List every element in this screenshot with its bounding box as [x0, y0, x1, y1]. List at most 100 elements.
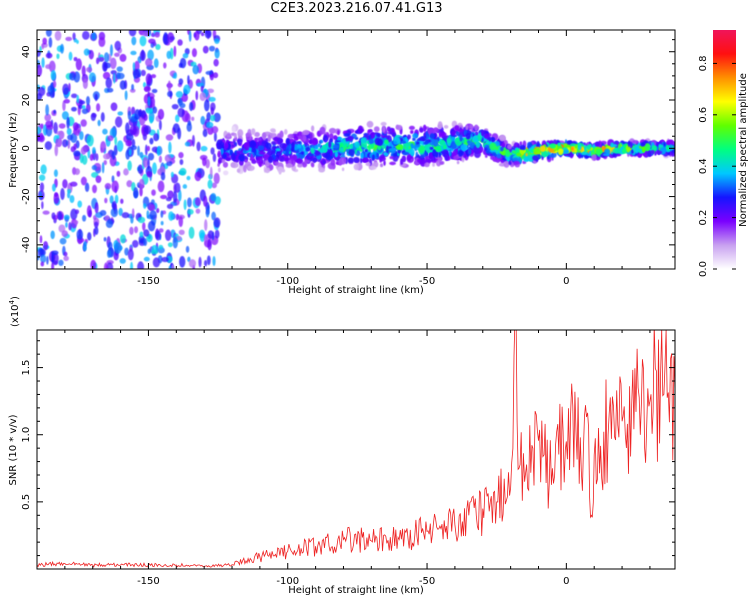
heatmap-cell [470, 133, 474, 137]
heatmap-cell [558, 148, 564, 156]
heatmap-cell [116, 170, 121, 177]
heatmap-cell [612, 148, 620, 154]
heatmap-cell [113, 72, 116, 84]
spectrogram-frame [36, 29, 676, 270]
y-tick-label: 1.5 [21, 360, 32, 376]
heatmap-cell [83, 241, 88, 247]
y-tick-label: 40 [21, 45, 32, 58]
heatmap-cell [489, 142, 497, 151]
heatmap-cell [65, 36, 73, 42]
heatmap-cell [250, 153, 254, 161]
heatmap-cell [275, 147, 281, 152]
heatmap-cell [62, 179, 68, 189]
heatmap-cell [309, 144, 313, 148]
heatmap-cell [127, 248, 134, 261]
heatmap-cell [424, 158, 433, 163]
heatmap-cell [425, 140, 429, 144]
heatmap-cell [103, 262, 109, 269]
heatmap-cell [51, 250, 59, 256]
heatmap-cell [177, 107, 185, 118]
heatmap-cell [184, 141, 191, 147]
heatmap-cell [444, 153, 449, 162]
heatmap-cell [68, 51, 73, 61]
heatmap-cell [88, 72, 97, 83]
heatmap-cell [109, 44, 113, 57]
heatmap-cell [379, 163, 384, 168]
snr-y-ticks: 0.5 1.0 1.5 [21, 340, 675, 570]
heatmap-cell [126, 180, 133, 188]
heatmap-cell [396, 144, 404, 150]
heatmap-cell [175, 114, 180, 123]
heatmap-cell [137, 261, 145, 269]
heatmap-cell [334, 151, 339, 158]
heatmap-cell [153, 58, 159, 69]
heatmap-cell [226, 133, 232, 137]
heatmap-cell [67, 134, 74, 141]
heatmap-cell [103, 153, 110, 160]
heatmap-cell [348, 149, 355, 156]
heatmap-cell [157, 108, 165, 120]
heatmap-cell [432, 149, 436, 156]
heatmap-cell [192, 64, 200, 75]
heatmap-cell [343, 133, 351, 138]
heatmap-cell [203, 99, 210, 112]
heatmap-cell [591, 154, 597, 161]
heatmap-cell [79, 153, 84, 164]
heatmap-cell [134, 226, 139, 234]
heatmap-cell [66, 127, 72, 136]
heatmap-cell [500, 146, 504, 152]
heatmap-cell [264, 167, 271, 174]
heatmap-cell [207, 230, 214, 239]
heatmap-cell [191, 116, 195, 121]
heatmap-cell [42, 37, 47, 45]
heatmap-cell [233, 132, 237, 139]
heatmap-cell [481, 129, 484, 136]
heatmap-cell [258, 160, 262, 168]
heatmap-cell [167, 190, 174, 199]
heatmap-cell [214, 229, 220, 239]
heatmap-cell [62, 139, 68, 148]
heatmap-cell [318, 167, 326, 173]
heatmap-cell [39, 235, 43, 244]
heatmap-cell [409, 148, 415, 156]
heatmap-cell [365, 162, 371, 167]
heatmap-cell [186, 175, 191, 181]
heatmap-cell [133, 69, 140, 79]
heatmap-cell [129, 88, 136, 93]
heatmap-cell [627, 140, 631, 148]
heatmap-cell [214, 196, 221, 205]
heatmap-cell [137, 216, 146, 224]
heatmap-cell [60, 188, 65, 200]
x-tick-label: -100 [276, 576, 299, 587]
heatmap-cell [410, 158, 414, 162]
heatmap-cell [297, 163, 303, 168]
heatmap-cell [328, 140, 332, 149]
x-tick-label: -100 [276, 276, 299, 287]
heatmap-cell [586, 144, 591, 150]
heatmap-cell [94, 226, 99, 235]
heatmap-cell [109, 57, 117, 70]
heatmap-cell [339, 156, 347, 165]
heatmap-cell [45, 120, 53, 128]
heatmap-cell [523, 157, 529, 162]
heatmap-cell [67, 139, 71, 149]
heatmap-cell [96, 103, 101, 112]
heatmap-cell [98, 36, 106, 48]
heatmap-cell [496, 153, 502, 159]
heatmap-cell [208, 45, 216, 52]
y-tick-label: 20 [21, 94, 32, 107]
heatmap-cell [124, 247, 129, 256]
heatmap-cell [210, 102, 216, 111]
heatmap-cell [206, 88, 215, 94]
heatmap-cell [343, 138, 346, 146]
heatmap-cell [69, 181, 78, 187]
heatmap-cell [295, 158, 304, 164]
heatmap-cell [475, 141, 481, 149]
heatmap-cell [194, 30, 200, 41]
heatmap-cell [79, 131, 84, 141]
heatmap-cell [45, 52, 53, 59]
heatmap-cell [105, 77, 113, 89]
heatmap-cell [110, 207, 119, 218]
heatmap-cell [405, 136, 408, 143]
colorbar-tick-label: 0.8 [698, 55, 709, 71]
